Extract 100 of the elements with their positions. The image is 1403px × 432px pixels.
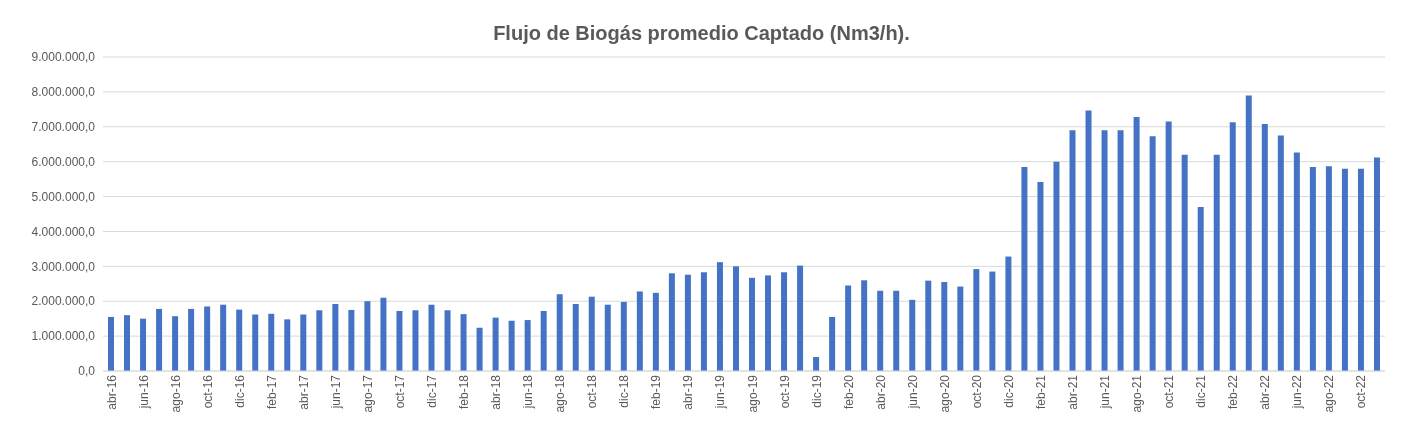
bar <box>925 280 932 371</box>
x-tick-label: dic-17 <box>425 374 440 408</box>
x-tick-label: oct-18 <box>585 374 600 409</box>
x-tick-label: dic-16 <box>232 374 247 408</box>
x-tick-label: dic-19 <box>809 374 824 408</box>
x-tick-label: ago-19 <box>745 374 760 413</box>
x-tick-label: oct-19 <box>777 374 792 409</box>
bar <box>444 310 451 371</box>
bar <box>220 304 227 371</box>
bar <box>1245 95 1252 371</box>
bar <box>732 266 739 371</box>
x-tick-label: oct-16 <box>200 374 215 409</box>
y-tick-label: 0,0 <box>78 364 96 379</box>
bar <box>300 314 307 371</box>
bar <box>1261 123 1268 371</box>
bar <box>1293 152 1300 371</box>
bar <box>540 310 547 371</box>
bar <box>813 357 820 371</box>
bar <box>1309 166 1316 371</box>
x-tick-label: feb-20 <box>841 374 856 410</box>
bar <box>284 319 291 371</box>
bar <box>684 274 691 371</box>
bar <box>572 304 579 371</box>
x-tick-label: ago-16 <box>168 374 183 413</box>
bar <box>140 318 147 371</box>
bar <box>188 308 195 371</box>
bar <box>700 272 707 371</box>
bar <box>1149 136 1156 371</box>
bar <box>508 320 515 371</box>
bar <box>877 290 884 371</box>
y-tick-label: 9.000.000,0 <box>31 50 96 65</box>
bar <box>492 317 499 371</box>
x-tick-label: jun-17 <box>328 374 343 410</box>
x-tick-label: feb-17 <box>264 374 279 410</box>
bar <box>412 310 419 371</box>
bar <box>204 306 211 371</box>
bar <box>1229 122 1236 371</box>
bar <box>668 273 675 371</box>
bar <box>861 280 868 371</box>
bar <box>829 316 836 371</box>
x-tick-label: ago-22 <box>1322 374 1337 413</box>
y-tick-label: 4.000.000,0 <box>31 224 96 239</box>
bar <box>1117 130 1124 371</box>
x-tick-label: abr-22 <box>1258 374 1273 410</box>
x-tick-label: jun-16 <box>136 374 151 410</box>
x-tick-label: abr-16 <box>104 374 119 410</box>
x-tick-label: abr-21 <box>1066 374 1081 410</box>
bar <box>1181 154 1188 371</box>
bar <box>1053 161 1060 371</box>
bar <box>1197 207 1204 371</box>
bar <box>973 269 980 371</box>
bar <box>1373 157 1380 371</box>
bar <box>765 275 772 371</box>
bar <box>1085 110 1092 371</box>
bar <box>236 309 243 371</box>
bar <box>396 310 403 371</box>
x-tick-label: feb-22 <box>1226 374 1241 410</box>
x-tick-label: abr-17 <box>296 374 311 410</box>
bar <box>332 304 339 371</box>
x-tick-label: ago-20 <box>937 374 952 413</box>
bar <box>893 290 900 371</box>
bar <box>1037 181 1044 371</box>
bar <box>1133 117 1140 371</box>
bar <box>716 262 723 371</box>
x-tick-label: jun-22 <box>1290 374 1305 410</box>
x-tick-label: jun-18 <box>521 374 536 410</box>
bar <box>1213 154 1220 371</box>
bar <box>172 316 179 371</box>
bar <box>156 308 163 371</box>
x-tick-label: jun-21 <box>1098 374 1113 410</box>
x-tick-label: feb-19 <box>649 374 664 410</box>
y-tick-label: 7.000.000,0 <box>31 120 96 135</box>
bar <box>909 299 916 371</box>
x-tick-label: ago-21 <box>1130 374 1145 413</box>
y-tick-label: 2.000.000,0 <box>31 294 96 309</box>
y-tick-label: 8.000.000,0 <box>31 85 96 100</box>
bar <box>1005 256 1012 371</box>
x-tick-label: feb-21 <box>1033 374 1048 410</box>
bar <box>476 327 483 371</box>
bar <box>636 291 643 371</box>
bar <box>1341 168 1348 371</box>
y-tick-label: 3.000.000,0 <box>31 259 96 274</box>
bar <box>124 315 131 371</box>
y-tick-label: 6.000.000,0 <box>31 154 96 169</box>
bar <box>1277 135 1284 371</box>
x-tick-label: dic-18 <box>617 374 632 408</box>
bar <box>380 297 387 371</box>
bar <box>1069 130 1076 371</box>
x-tick-label: ago-17 <box>360 374 375 413</box>
bar <box>1021 166 1028 371</box>
bar <box>460 314 467 371</box>
bar <box>428 304 435 371</box>
bar <box>252 314 259 371</box>
bar <box>797 265 804 371</box>
bar <box>957 286 964 371</box>
x-tick-label: oct-22 <box>1354 374 1369 409</box>
chart-title: Flujo de Biogás promedio Captado (Nm3/h). <box>492 21 911 46</box>
x-tick-label: dic-20 <box>1001 374 1016 408</box>
bar <box>941 282 948 371</box>
x-tick-label: jun-20 <box>905 374 920 410</box>
